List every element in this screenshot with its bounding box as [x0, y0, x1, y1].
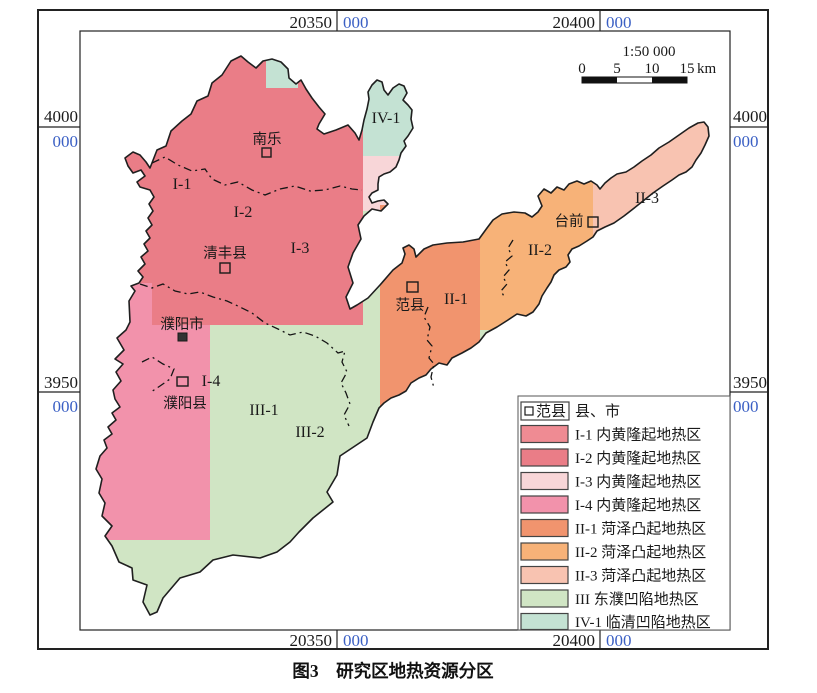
legend-city-marker-icon	[524, 406, 534, 416]
grid-label-top-left-sub: 000	[343, 13, 369, 32]
scale-tick-5: 5	[613, 61, 621, 77]
grid-label-left-bottom-main: 3950	[44, 373, 78, 392]
grid-label-left-bottom-sub: 000	[53, 397, 79, 416]
inner-frame	[79, 30, 731, 631]
city-marker-taiqian	[587, 216, 599, 228]
grid-label-top-right-sub: 000	[606, 13, 632, 32]
grid-label-right-bottom-main: 3950	[733, 373, 767, 392]
zone-label-I-1: I-1	[173, 176, 192, 193]
grid-label-right-bottom-sub: 000	[733, 397, 759, 416]
figure-caption: 图3 研究区地热资源分区	[292, 661, 493, 681]
legend-label-I-3: I-3 内黄隆起地热区	[575, 474, 701, 491]
zone-label-II-3: II-3	[635, 190, 659, 207]
grid-label-bottom-left-main: 20350	[290, 631, 333, 650]
legend-swatch-II-2	[520, 542, 569, 561]
city-marker-puyang-shi	[177, 332, 188, 342]
zone-label-I-2: I-2	[234, 204, 253, 221]
legend: 范县 县、市 I-1 内黄隆起地热区 I-2 内黄隆起地热区 I-3 内黄隆起地…	[517, 395, 731, 631]
grid-label-left-top-sub: 000	[53, 132, 79, 151]
grid-label-bottom-left-sub: 000	[343, 631, 369, 650]
zone-labels: I-1 I-2 I-3 I-4 II-1 II-2 II-3 III-1 III…	[173, 110, 659, 441]
legend-label-I-4: I-4 内黄隆起地热区	[575, 497, 701, 514]
zone-label-II-1: II-1	[444, 291, 468, 308]
outer-frame	[37, 9, 769, 650]
scale-bar-segment-1	[582, 77, 617, 83]
city-marker-puyang-xian	[176, 376, 189, 387]
admin-boundary-north	[151, 156, 363, 196]
city-label-puyang-shi: 濮阳市	[160, 316, 204, 333]
zone-II-2-heze-uplift	[480, 135, 593, 330]
zone-IV-1-linqing-depression	[363, 56, 433, 156]
legend-swatch-I-1	[520, 424, 569, 444]
legend-swatch-I-4	[520, 495, 569, 514]
legend-swatch-II-3	[520, 565, 569, 585]
scale-bar-segment-2	[652, 77, 687, 83]
scale-tick-10: 10	[645, 61, 660, 77]
grid-label-top-right-main: 20400	[553, 13, 596, 32]
legend-city-label: 县、市	[575, 403, 620, 420]
zone-label-I-3: I-3	[291, 240, 310, 257]
admin-boundary-fanxian	[423, 306, 435, 389]
admin-boundaries	[139, 156, 514, 427]
grid-label-left-top-main: 4000	[44, 107, 78, 126]
city-label-qingfeng: 清丰县	[203, 245, 247, 262]
legend-swatch-I-3	[520, 471, 569, 491]
city-label-puyang-xian: 濮阳县	[163, 395, 207, 412]
scale-bar: 1:50 000 0 5 10 15 km	[578, 44, 717, 84]
city-marker-qingfeng	[219, 262, 231, 274]
grid-label-right-top-main: 4000	[733, 107, 767, 126]
legend-label-IV-1: IV-1 临清凹陷地热区	[575, 614, 711, 631]
zone-label-II-2: II-2	[528, 242, 552, 259]
scale-tick-15: 15	[680, 61, 695, 77]
scale-tick-0: 0	[578, 61, 586, 77]
grid-label-bottom-right-main: 20400	[553, 631, 596, 650]
legend-swatch-I-2	[520, 448, 569, 467]
zone-label-III-2: III-2	[295, 424, 324, 441]
city-label-nanle: 南乐	[253, 131, 282, 148]
admin-boundary-puyang	[139, 283, 351, 427]
legend-city-sample-text: 范县	[536, 403, 566, 420]
grid-label-right-top-sub: 000	[733, 132, 759, 151]
legend-swatch-II-1	[520, 518, 569, 538]
scale-unit: km	[697, 61, 717, 77]
legend-swatch-IV-1	[520, 612, 569, 631]
grid-label-top-left-main: 20350	[290, 13, 333, 32]
legend-label-III: III 东濮凹陷地热区	[575, 591, 699, 608]
city-label-taiqian: 台前	[555, 213, 584, 230]
city-marker-fanxian	[406, 281, 419, 293]
city-markers: 南乐 清丰县 濮阳市 濮阳县 范县 台前	[160, 131, 599, 412]
admin-boundary-taiqian	[500, 239, 514, 299]
zone-label-I-4: I-4	[202, 373, 221, 390]
zone-I-neihuang-uplift	[96, 56, 363, 325]
scale-ratio: 1:50 000	[623, 44, 676, 60]
legend-swatch-III	[520, 589, 569, 608]
city-marker-nanle	[261, 147, 272, 158]
map-boundary-outline	[95, 55, 710, 616]
legend-label-I-2: I-2 内黄隆起地热区	[575, 450, 701, 467]
legend-label-I-1: I-1 内黄隆起地热区	[575, 427, 701, 444]
legend-label-II-3: II-3 菏泽凸起地热区	[575, 568, 706, 585]
admin-boundary-puyangxian	[141, 356, 175, 393]
zone-label-IV-1: IV-1	[372, 110, 401, 127]
zone-label-III-1: III-1	[249, 402, 278, 419]
legend-label-II-1: II-1 菏泽凸起地热区	[575, 521, 706, 538]
city-label-fanxian: 范县	[396, 297, 425, 314]
grid-label-bottom-right-sub: 000	[606, 631, 632, 650]
legend-label-II-2: II-2 菏泽凸起地热区	[575, 544, 706, 561]
